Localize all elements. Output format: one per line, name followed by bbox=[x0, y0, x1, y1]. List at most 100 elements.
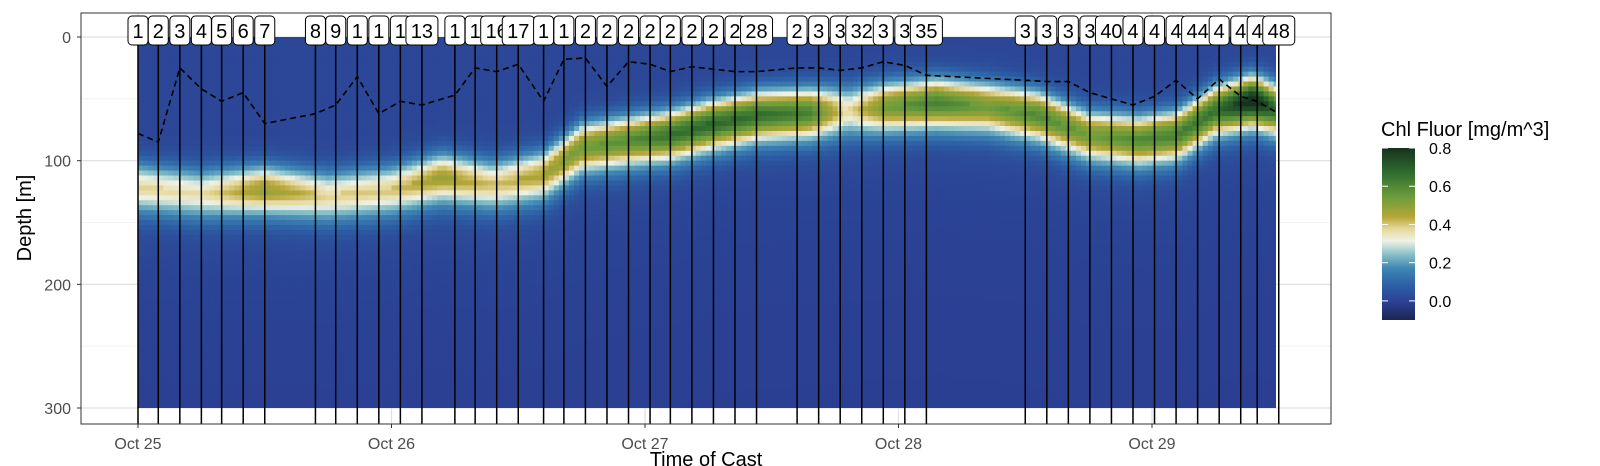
heatmap-cell bbox=[432, 388, 438, 394]
heatmap-cell bbox=[432, 358, 438, 365]
heatmap-cell bbox=[290, 175, 296, 182]
heatmap-cell bbox=[300, 338, 306, 345]
heatmap-cell bbox=[462, 130, 469, 137]
heatmap-cell bbox=[183, 210, 190, 216]
heatmap-cell bbox=[203, 363, 210, 370]
heatmap-cell bbox=[335, 51, 342, 58]
heatmap-cell bbox=[315, 299, 322, 305]
heatmap-cell bbox=[457, 333, 464, 340]
heatmap-cell bbox=[173, 140, 180, 147]
heatmap-cell bbox=[335, 323, 342, 330]
heatmap-cell bbox=[264, 383, 271, 389]
heatmap-cell bbox=[467, 299, 474, 305]
heatmap-cell bbox=[366, 126, 372, 132]
heatmap-cell bbox=[249, 170, 256, 177]
heatmap-cell bbox=[259, 393, 266, 399]
heatmap-cell bbox=[467, 185, 474, 191]
heatmap-cell bbox=[259, 314, 266, 320]
heatmap-cell bbox=[259, 234, 266, 241]
heatmap-cell bbox=[411, 121, 418, 127]
heatmap-cell bbox=[290, 160, 296, 167]
heatmap-cell bbox=[158, 264, 164, 271]
heatmap-cell bbox=[467, 135, 474, 142]
heatmap-cell bbox=[224, 101, 230, 107]
heatmap-cell bbox=[285, 323, 291, 330]
heatmap-cell bbox=[457, 150, 464, 157]
heatmap-cell bbox=[406, 160, 413, 167]
heatmap-cell bbox=[269, 165, 276, 172]
heatmap-cell bbox=[234, 353, 240, 360]
heatmap-cell bbox=[249, 145, 256, 152]
heatmap-cell bbox=[153, 135, 159, 142]
heatmap-cell bbox=[254, 234, 261, 241]
heatmap-cell bbox=[356, 155, 362, 162]
heatmap-cell bbox=[249, 81, 256, 88]
heatmap-cell bbox=[269, 249, 276, 256]
heatmap-cell bbox=[143, 101, 149, 107]
heatmap-cell bbox=[249, 96, 256, 102]
heatmap-cell bbox=[193, 200, 200, 206]
heatmap-cell bbox=[401, 61, 408, 68]
heatmap-cell bbox=[396, 279, 403, 285]
heatmap-cell bbox=[295, 61, 301, 68]
heatmap-cell bbox=[401, 96, 408, 102]
heatmap-cell bbox=[214, 190, 220, 196]
heatmap-cell bbox=[416, 378, 423, 384]
heatmap-cell bbox=[421, 210, 428, 216]
heatmap-cell bbox=[234, 239, 240, 246]
heatmap-cell bbox=[462, 66, 469, 73]
heatmap-cell bbox=[274, 165, 281, 172]
heatmap-cell bbox=[462, 353, 469, 360]
heatmap-cell bbox=[290, 220, 296, 226]
heatmap-cell bbox=[274, 353, 281, 360]
heatmap-cell bbox=[310, 318, 317, 325]
heatmap-cell bbox=[386, 294, 393, 300]
heatmap-cell bbox=[386, 358, 393, 365]
heatmap-cell bbox=[158, 210, 164, 216]
heatmap-cell bbox=[234, 155, 240, 162]
heatmap-cell bbox=[340, 170, 347, 177]
heatmap-cell bbox=[416, 348, 423, 355]
heatmap-cell bbox=[345, 304, 352, 310]
heatmap-cell bbox=[396, 269, 403, 276]
heatmap-cell bbox=[269, 284, 276, 290]
heatmap-cell bbox=[345, 135, 352, 142]
heatmap-cell bbox=[285, 383, 291, 389]
heatmap-cell bbox=[264, 373, 271, 379]
heatmap-cell bbox=[330, 249, 337, 256]
heatmap-cell bbox=[249, 71, 256, 78]
heatmap-cell bbox=[188, 378, 195, 384]
heatmap-cell bbox=[234, 224, 240, 231]
heatmap-cell bbox=[401, 348, 408, 355]
heatmap-cell bbox=[193, 309, 200, 315]
heatmap-cell bbox=[406, 56, 413, 63]
heatmap-cell bbox=[203, 185, 210, 191]
heatmap-cell bbox=[173, 160, 180, 167]
heatmap-cell bbox=[193, 66, 200, 73]
heatmap-cell bbox=[437, 264, 443, 271]
heatmap-cell bbox=[153, 86, 159, 93]
heatmap-cell bbox=[234, 323, 240, 330]
heatmap-cell bbox=[148, 71, 154, 78]
heatmap-cell bbox=[426, 155, 433, 162]
heatmap-cell bbox=[305, 210, 311, 216]
heatmap-cell bbox=[381, 170, 388, 177]
heatmap-cell bbox=[249, 180, 256, 187]
heatmap-cell bbox=[315, 150, 322, 157]
heatmap-cell bbox=[290, 259, 296, 266]
heatmap-cell bbox=[239, 81, 246, 88]
heatmap-cell bbox=[208, 338, 215, 345]
heatmap-cell bbox=[401, 358, 408, 365]
heatmap-cell bbox=[350, 190, 357, 196]
heatmap-cell bbox=[188, 175, 195, 182]
heatmap-cell bbox=[300, 239, 306, 246]
heatmap-cell bbox=[305, 160, 311, 167]
heatmap-cell bbox=[391, 373, 398, 379]
heatmap-cell bbox=[315, 111, 322, 117]
heatmap-cell bbox=[330, 239, 337, 246]
heatmap-cell bbox=[259, 244, 266, 251]
heatmap-cell bbox=[340, 56, 347, 63]
heatmap-cell bbox=[447, 229, 453, 236]
heatmap-cell bbox=[229, 215, 235, 221]
heatmap-cell bbox=[300, 66, 306, 73]
